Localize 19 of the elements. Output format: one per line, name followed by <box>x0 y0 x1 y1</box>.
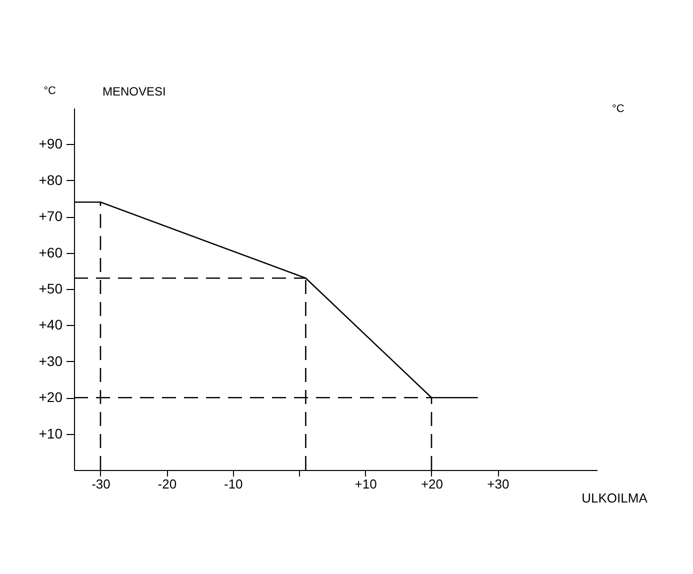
x-tick-label: -30 <box>92 476 110 492</box>
y-tick-label: +20 <box>38 389 63 406</box>
y-tick-label: +60 <box>38 244 63 260</box>
text: °C <box>44 85 56 97</box>
y-tick-label: +50 <box>38 280 63 296</box>
y-tick-label: +80 <box>38 172 63 188</box>
y-tick-label: +30 <box>38 352 63 369</box>
x-tick-label: +10 <box>354 476 377 492</box>
text: °C <box>612 103 624 115</box>
x-tick-label: +20 <box>420 476 444 492</box>
x-axis-title: ULKOILMA <box>582 490 648 506</box>
y-axis-title: MENOVESI <box>102 84 166 98</box>
y-tick-label: +10 <box>38 425 63 442</box>
x-tick-label: +30 <box>487 476 510 492</box>
x-tick-label: -10 <box>224 476 243 492</box>
y-tick-label: +70 <box>38 208 63 224</box>
y-tick-label: +40 <box>38 316 63 333</box>
y-tick-label: +90 <box>38 136 63 152</box>
x-tick-label: -20 <box>158 476 177 492</box>
